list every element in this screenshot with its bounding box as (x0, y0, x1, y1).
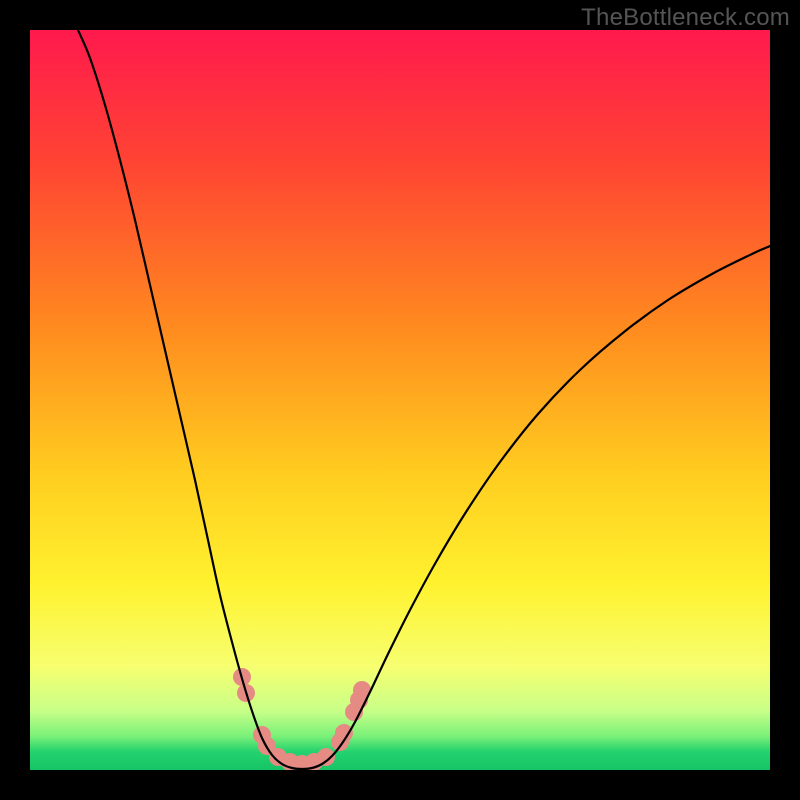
watermark-text: TheBottleneck.com (581, 4, 790, 32)
chart-stage: TheBottleneck.com (0, 0, 800, 800)
bottleneck-chart-svg (0, 0, 800, 800)
plot-area (30, 30, 770, 770)
